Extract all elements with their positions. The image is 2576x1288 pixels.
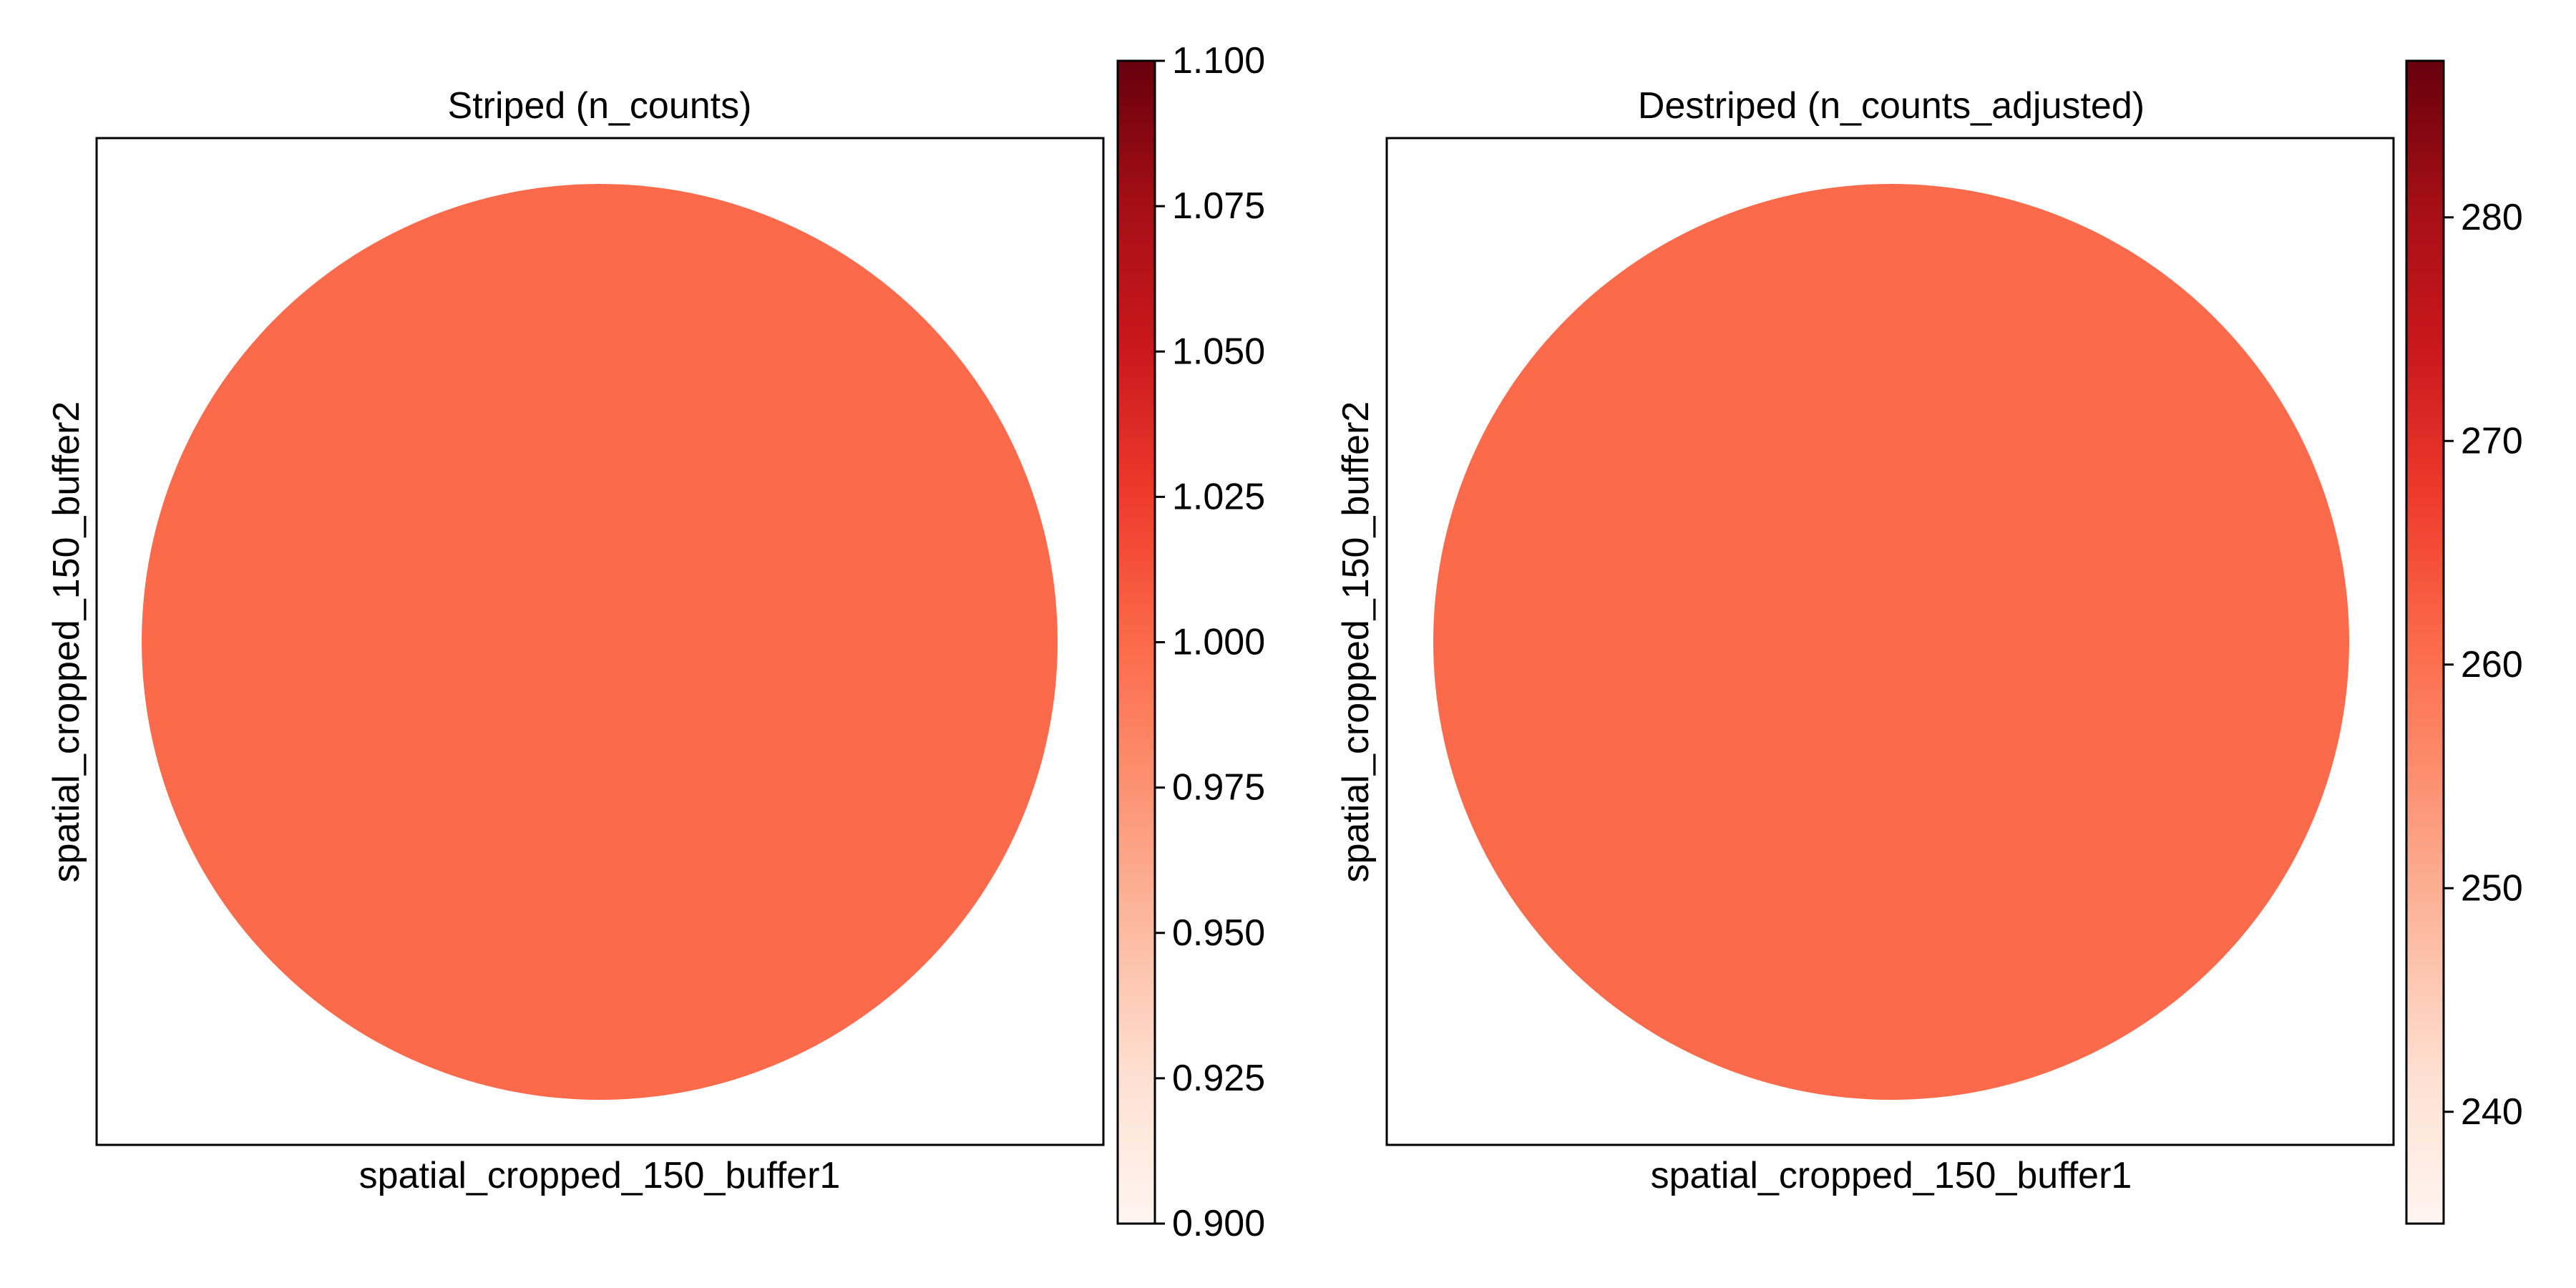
colorbar-tick-label: 260 [2461, 644, 2523, 686]
scatter-point [142, 184, 1058, 1100]
panel-striped: Striped (n_counts) spatial_cropped_150_b… [46, 40, 1265, 1244]
colorbar-ticks: 0.900 0.925 0.950 0.975 1.000 1.025 1.050 1.075… [1155, 40, 1265, 1244]
x-axis-label: spatial_cropped_150_buffer1 [359, 1155, 841, 1196]
colorbar-tick-label: 1.025 [1172, 476, 1265, 517]
colorbar-tick-label: 0.900 [1172, 1203, 1265, 1244]
colorbar-ticks: 240 250 260 270 280 [2444, 197, 2523, 1133]
colorbar-tick-label: 1.000 [1172, 622, 1265, 663]
panel-destriped: Destriped (n_counts_adjusted) spatial_cr… [1335, 59, 2523, 1225]
x-axis-label: spatial_cropped_150_buffer1 [1651, 1155, 2132, 1196]
colorbar-tick-label: 270 [2461, 420, 2523, 462]
y-axis-label: spatial_cropped_150_buffer2 [46, 401, 87, 883]
panel-title: Striped (n_counts) [448, 85, 752, 127]
colorbar-tick-label: 0.975 [1172, 767, 1265, 809]
colorbar-tick-label: 0.925 [1172, 1058, 1265, 1099]
colorbar-gradient [2406, 61, 2444, 1224]
colorbar-gradient [1118, 61, 1155, 1224]
colorbar: 0.900 0.925 0.950 0.975 1.000 1.025 1.050 1.075… [1116, 40, 1265, 1244]
y-axis-label: spatial_cropped_150_buffer2 [1335, 401, 1377, 883]
colorbar-tick-label: 1.050 [1172, 331, 1265, 372]
colorbar-tick-label: 240 [2461, 1091, 2523, 1133]
panel-title: Destriped (n_counts_adjusted) [1638, 85, 2145, 127]
scatter-point [1433, 184, 2349, 1100]
colorbar-tick-label: 280 [2461, 197, 2523, 238]
colorbar-tick-label: 0.950 [1172, 912, 1265, 954]
plot-frame [95, 137, 1105, 1146]
colorbar-tick-label: 1.075 [1172, 185, 1265, 227]
plot-frame [1385, 137, 2395, 1146]
colorbar-tick-label: 1.100 [1172, 40, 1265, 82]
colorbar: 240 250 260 270 280 [2405, 59, 2523, 1225]
colorbar-frame [2405, 59, 2445, 1225]
colorbar-tick-label: 250 [2461, 867, 2523, 909]
